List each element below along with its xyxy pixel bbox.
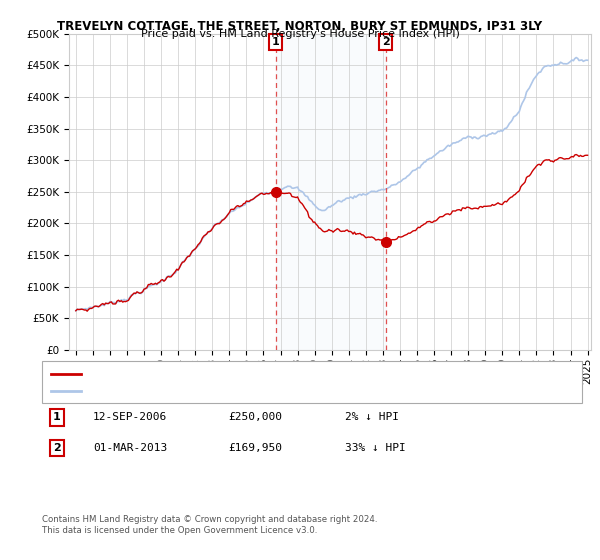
Text: 12-SEP-2006: 12-SEP-2006	[93, 412, 167, 422]
Text: TREVELYN COTTAGE, THE STREET, NORTON, BURY ST EDMUNDS, IP31 3LY: TREVELYN COTTAGE, THE STREET, NORTON, BU…	[58, 20, 542, 32]
Text: £250,000: £250,000	[228, 412, 282, 422]
Text: 01-MAR-2013: 01-MAR-2013	[93, 443, 167, 453]
Text: 2: 2	[53, 443, 61, 453]
Bar	[275, 34, 386, 350]
Text: 2% ↓ HPI: 2% ↓ HPI	[345, 412, 399, 422]
Text: HPI: Average price, detached house, Mid Suffolk: HPI: Average price, detached house, Mid …	[85, 386, 314, 395]
Text: Contains HM Land Registry data © Crown copyright and database right 2024.
This d: Contains HM Land Registry data © Crown c…	[42, 515, 377, 535]
Text: £169,950: £169,950	[228, 443, 282, 453]
Text: 1: 1	[272, 37, 280, 47]
Text: TREVELYN COTTAGE, THE STREET, NORTON, BURY ST EDMUNDS, IP31 3LY (detached ho: TREVELYN COTTAGE, THE STREET, NORTON, BU…	[85, 369, 499, 378]
Text: Price paid vs. HM Land Registry's House Price Index (HPI): Price paid vs. HM Land Registry's House …	[140, 29, 460, 39]
Text: 1: 1	[53, 412, 61, 422]
Text: 2: 2	[382, 37, 389, 47]
Text: 33% ↓ HPI: 33% ↓ HPI	[345, 443, 406, 453]
